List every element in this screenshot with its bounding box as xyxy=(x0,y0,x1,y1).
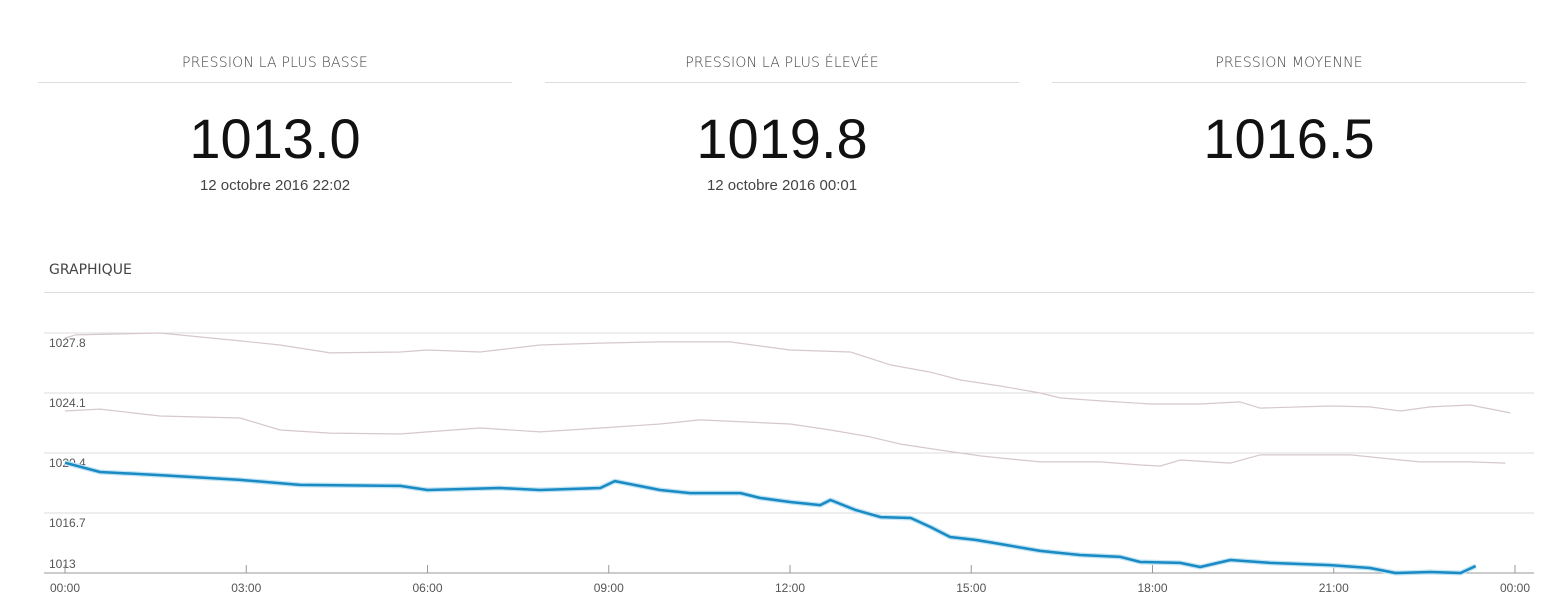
stat-title: PRESSION MOYENNE xyxy=(1052,52,1526,83)
x-tick-label: 06:00 xyxy=(412,581,442,595)
x-tick-label: 03:00 xyxy=(231,581,261,595)
y-tick-label: 1016.7 xyxy=(49,516,86,530)
y-tick-label: 1027.8 xyxy=(49,336,86,350)
stat-card-highest: PRESSION LA PLUS ÉLEVÉE 1019.8 12 octobr… xyxy=(545,52,1019,194)
stat-value: 1019.8 xyxy=(696,107,868,170)
y-tick-label: 1024.1 xyxy=(49,396,86,410)
stat-value: 1016.5 xyxy=(1203,107,1375,170)
series-line-shadow xyxy=(64,460,1477,576)
stat-date: 12 octobre 2016 00:01 xyxy=(706,177,858,194)
chart-section-title: GRAPHIQUE xyxy=(49,262,132,278)
series-line-upper xyxy=(64,332,1511,414)
stat-card-average: PRESSION MOYENNE 1016.5 xyxy=(1052,52,1526,177)
stat-title: PRESSION LA PLUS ÉLEVÉE xyxy=(545,52,1019,83)
series-line-pression xyxy=(64,461,1477,575)
stat-card-lowest: PRESSION LA PLUS BASSE 1013.0 12 octobre… xyxy=(38,52,512,194)
x-tick-label: 21:00 xyxy=(1319,581,1349,595)
stat-value: 1013.0 xyxy=(189,107,361,170)
y-tick-label: 1013 xyxy=(49,557,76,571)
stat-date: 12 octobre 2016 22:02 xyxy=(199,177,351,194)
series-line-lower xyxy=(64,408,1506,467)
x-tick-label: 12:00 xyxy=(775,581,805,595)
x-tick-label: 09:00 xyxy=(594,581,624,595)
x-tick-label: 18:00 xyxy=(1137,581,1167,595)
x-tick-label: 00:00 xyxy=(50,581,80,595)
x-tick-label: 00:00 xyxy=(1500,581,1530,595)
x-tick-label: 15:00 xyxy=(956,581,986,595)
stat-title: PRESSION LA PLUS BASSE xyxy=(38,52,512,83)
section-divider xyxy=(44,292,1534,293)
